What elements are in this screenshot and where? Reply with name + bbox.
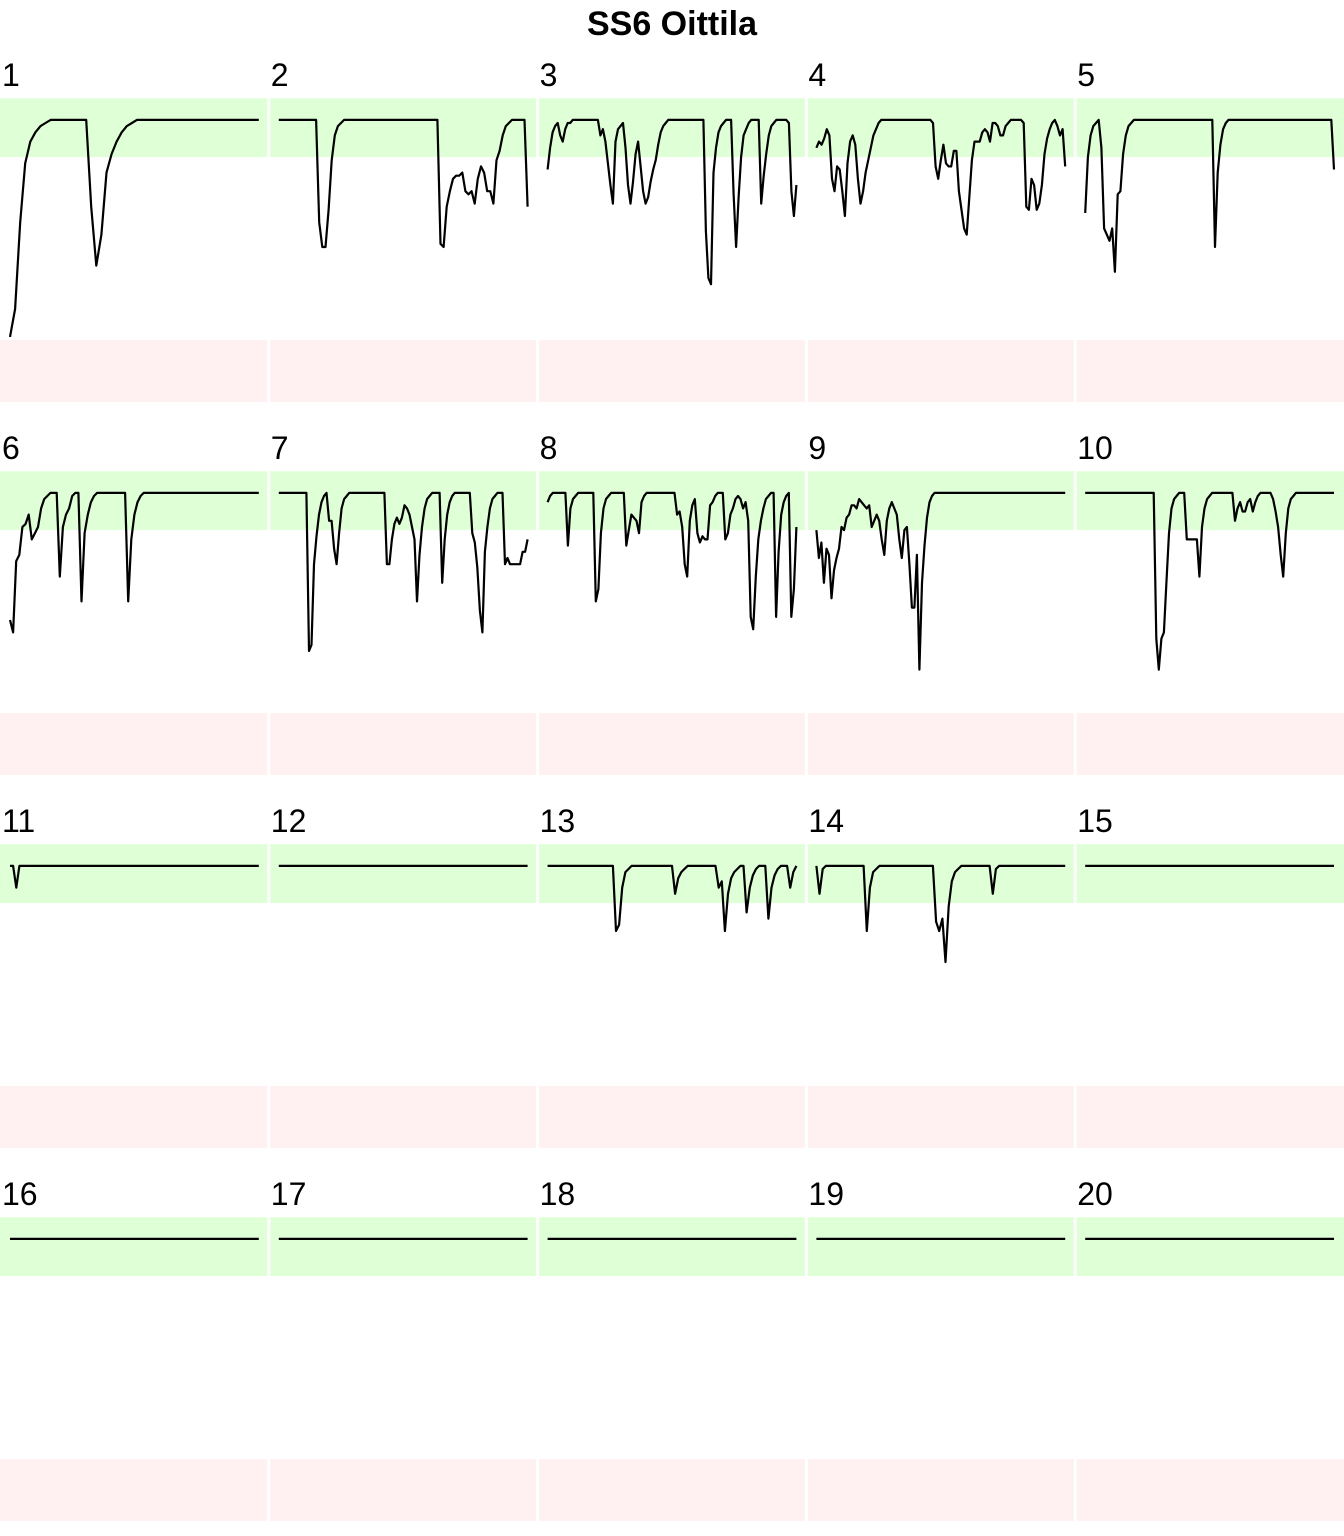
series-line [815,491,1066,671]
upper-band [806,1217,1076,1277]
chart-title: SS6 Oittila [586,5,758,43]
panel-label: 17 [271,1176,307,1212]
series-line [278,118,529,249]
lower-band [537,713,807,775]
upper-band [1075,471,1344,531]
series-line [1085,491,1334,671]
lower-band [806,713,1076,775]
series-line [815,864,1066,964]
upper-band [0,98,269,158]
lower-band [0,340,269,402]
panel-label: 1 [2,57,20,93]
upper-band [268,1217,538,1277]
panel-18: 18 [536,1176,807,1521]
panel-label: 20 [1077,1176,1113,1212]
series-line [547,864,798,933]
upper-band [806,844,1076,904]
upper-band [0,1217,269,1277]
lower-band [806,1459,1076,1521]
upper-band [1075,1217,1344,1277]
lower-band [268,1459,538,1521]
panel-label: 10 [1077,430,1113,466]
series-line [8,118,259,338]
series-line [8,491,259,634]
upper-band [268,844,538,904]
panel-19: 19 [804,1176,1076,1521]
lower-band [1075,713,1344,775]
upper-band [0,844,269,904]
upper-band [268,471,538,531]
panel-4: 4 [804,57,1076,402]
panel-label: 19 [808,1176,844,1212]
lower-band [0,1086,269,1148]
panel-11: 11 [0,803,269,1148]
upper-band [537,98,807,158]
panel-13: 13 [536,803,807,1148]
series-line [546,118,798,286]
lower-band [1075,1459,1344,1521]
lower-band [806,340,1076,402]
panel-3: 3 [536,57,807,402]
panel-9: 9 [804,430,1076,775]
panel-20: 20 [1073,1176,1344,1521]
panel-17: 17 [267,1176,538,1521]
panel-label: 18 [540,1176,576,1212]
panel-label: 5 [1077,57,1095,93]
panel-label: 13 [540,803,576,839]
panel-5: 5 [1073,57,1344,402]
panel-12: 12 [267,803,538,1148]
panel-label: 8 [540,430,558,466]
lower-band [0,1459,269,1521]
series-line [546,491,798,631]
panel-label: 11 [2,803,35,839]
panel-label: 14 [808,803,844,839]
panel-16: 16 [0,1176,269,1521]
lower-band [0,713,269,775]
lower-band [268,340,538,402]
upper-band [1075,844,1344,904]
panel-1: 1 [0,57,269,402]
lower-band [806,1086,1076,1148]
upper-band [1075,98,1344,158]
upper-band [537,1217,807,1277]
series-line [1084,118,1336,273]
panel-label: 6 [2,430,20,466]
panel-8: 8 [536,430,807,775]
upper-band [268,98,538,158]
series-line [10,864,259,889]
upper-band [806,98,1076,158]
series-line [815,118,1067,236]
upper-band [806,471,1076,531]
lower-band [537,1459,807,1521]
panel-label: 2 [271,57,289,93]
panel-label: 7 [271,430,289,466]
panel-14: 14 [804,803,1076,1148]
series-line [278,491,529,653]
lower-band [1075,340,1344,402]
panel-label: 15 [1077,803,1113,839]
panel-2: 2 [267,57,538,402]
panel-10: 10 [1073,430,1344,775]
panel-label: 3 [540,57,558,93]
panel-label: 9 [808,430,826,466]
panel-15: 15 [1073,803,1344,1148]
lower-band [268,713,538,775]
panel-label: 16 [2,1176,38,1212]
lower-band [537,1086,807,1148]
lower-band [1075,1086,1344,1148]
lower-band [268,1086,538,1148]
lower-band [537,340,807,402]
panel-label: 12 [271,803,307,839]
panel-6: 6 [0,430,269,775]
panel-label: 4 [808,57,826,93]
panel-7: 7 [267,430,538,775]
